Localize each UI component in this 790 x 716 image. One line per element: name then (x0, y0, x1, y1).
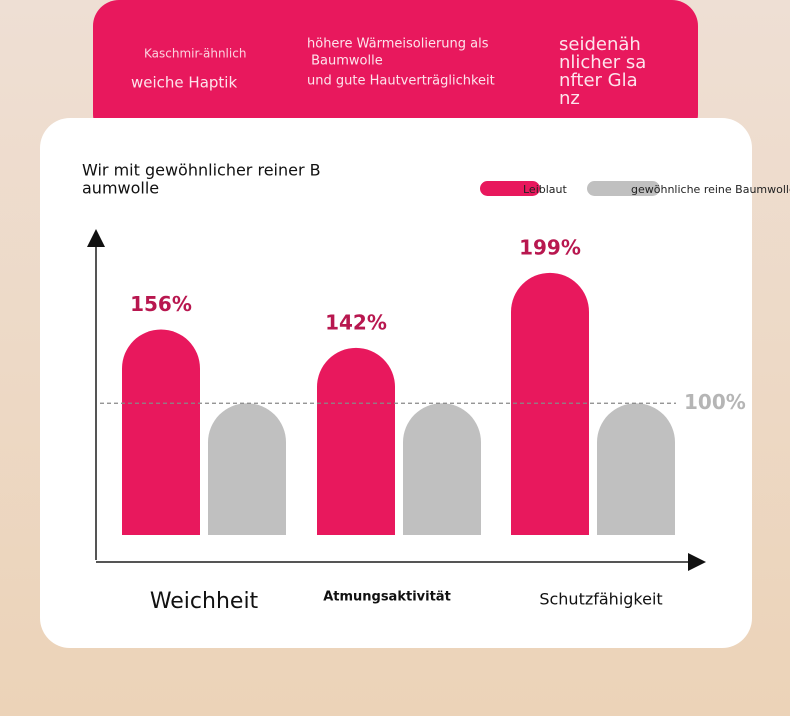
feature-text: und gute Hautverträglichkeit (307, 74, 495, 89)
reference-label: 100% (684, 390, 746, 414)
x-tick-label: Atmungsaktivität (323, 590, 451, 605)
feature-text: nz (559, 88, 580, 109)
feature-text: nfter Gla (559, 70, 638, 91)
feature-text: seidenäh (559, 34, 641, 55)
bar (511, 272, 589, 535)
value-label: 142% (325, 310, 387, 334)
x-tick-label: Schutzfähigkeit (539, 590, 662, 609)
feature-text: weiche Haptik (131, 74, 237, 92)
legend-swatch (480, 181, 540, 196)
bar (597, 403, 675, 535)
chart-title: aumwolle (82, 179, 159, 198)
legend-label: gewöhnliche reine Baumwolle (631, 183, 790, 196)
bar (403, 403, 481, 535)
feature-text: Baumwolle (307, 54, 383, 69)
chart-title: Wir mit gewöhnlicher reiner B (82, 161, 321, 180)
y-axis-arrow (87, 229, 105, 247)
x-tick-label: Weichheit (150, 589, 259, 614)
feature-card (93, 0, 698, 140)
value-label: 156% (130, 292, 192, 316)
legend-swatch (587, 181, 660, 196)
feature-text: nlicher sa (559, 52, 646, 73)
feature-text: Kaschmir-ähnlich (144, 47, 246, 61)
x-axis-arrow (688, 553, 706, 571)
value-label: 199% (519, 235, 581, 259)
feature-text: höhere Wärmeisolierung als (307, 37, 489, 52)
legend-label: Leiblaut (523, 183, 568, 196)
bar (317, 347, 395, 535)
bar (208, 403, 286, 535)
bar (122, 329, 200, 535)
